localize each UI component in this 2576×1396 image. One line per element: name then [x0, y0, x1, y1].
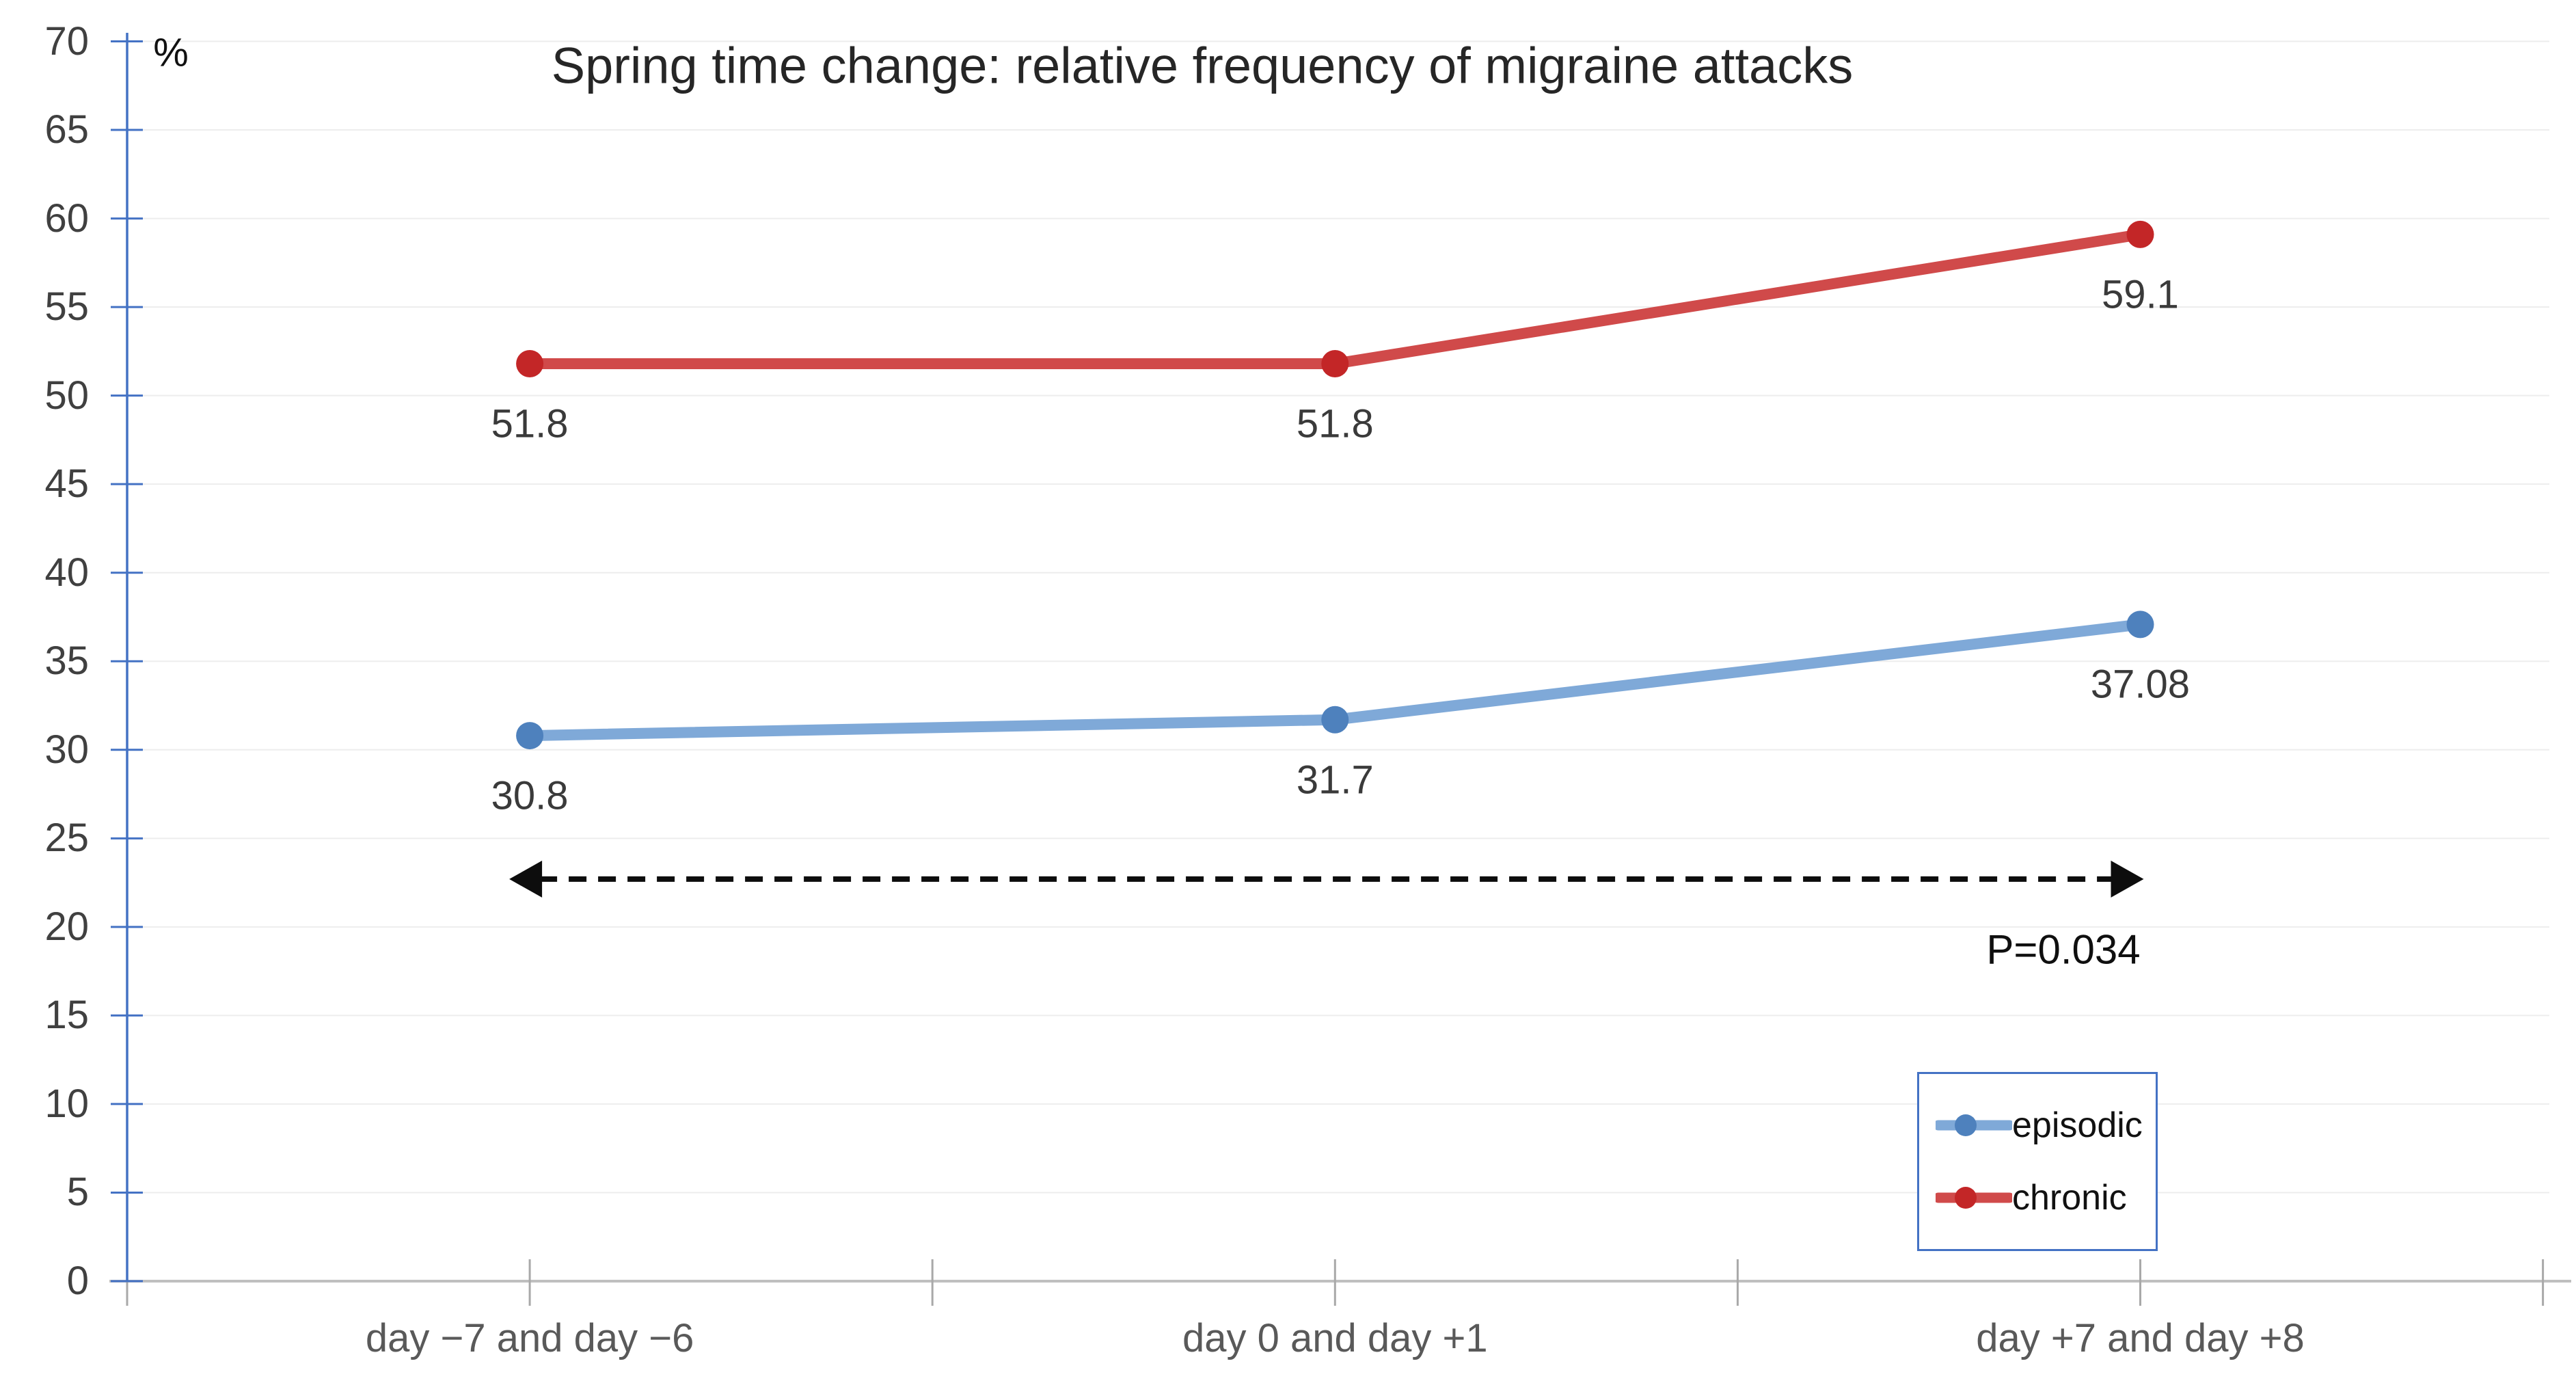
y-tick-label: 35: [44, 639, 89, 684]
data-point-chronic: [2126, 220, 2154, 248]
y-tick-label: 55: [44, 284, 89, 330]
y-tick-label: 70: [44, 18, 89, 64]
chronic-line-marker-swatch: [1933, 1183, 2015, 1213]
y-tick-label: 10: [44, 1081, 89, 1126]
x-category-label: day −7 and day −6: [365, 1316, 694, 1360]
chart-title: Spring time change: relative frequency o…: [551, 37, 1854, 94]
legend-box: episodic chronic: [1917, 1072, 2158, 1251]
y-tick-label: 5: [66, 1170, 89, 1215]
episodic-line-marker-swatch: [1933, 1110, 2015, 1140]
y-tick-label: 40: [44, 550, 89, 595]
legend-label-episodic: episodic: [2012, 1105, 2143, 1146]
legend-entry-chronic: chronic: [1933, 1177, 2156, 1218]
x-category-label: day +7 and day +8: [1976, 1316, 2305, 1360]
y-tick-label: 20: [44, 904, 89, 949]
arrowhead-left-icon: [509, 860, 543, 898]
data-label-chronic: 59.1: [2102, 272, 2179, 317]
legend-entry-episodic: episodic: [1933, 1105, 2156, 1146]
data-label-episodic: 37.08: [2090, 662, 2191, 707]
series-line-chronic: [524, 228, 2146, 370]
y-tick-label: 50: [44, 373, 89, 418]
data-label-chronic: 51.8: [1296, 401, 1374, 446]
data-label-episodic: 30.8: [491, 773, 569, 818]
data-point-chronic: [1321, 350, 1349, 378]
data-point-chronic: [516, 350, 544, 378]
y-tick-label: 60: [44, 196, 89, 241]
y-tick-label: 15: [44, 993, 89, 1038]
p-value-annotation-label: P=0.034: [1986, 926, 2141, 973]
legend-label-chronic: chronic: [2012, 1177, 2127, 1218]
data-label-episodic: 31.7: [1296, 757, 1374, 803]
y-tick-label: 65: [44, 107, 89, 152]
data-label-chronic: 51.8: [491, 401, 569, 446]
y-tick-label: 30: [44, 727, 89, 772]
data-point-episodic: [2126, 610, 2154, 639]
data-point-episodic: [516, 722, 544, 750]
data-point-episodic: [1321, 706, 1349, 734]
y-tick-label: 45: [44, 461, 89, 507]
arrowhead-right-icon: [2111, 860, 2144, 898]
y-tick-label: 0: [66, 1259, 89, 1303]
y-tick-label: 25: [44, 816, 89, 861]
x-category-label: day 0 and day +1: [1182, 1316, 1488, 1360]
y-axis-unit-label: %: [153, 30, 189, 75]
